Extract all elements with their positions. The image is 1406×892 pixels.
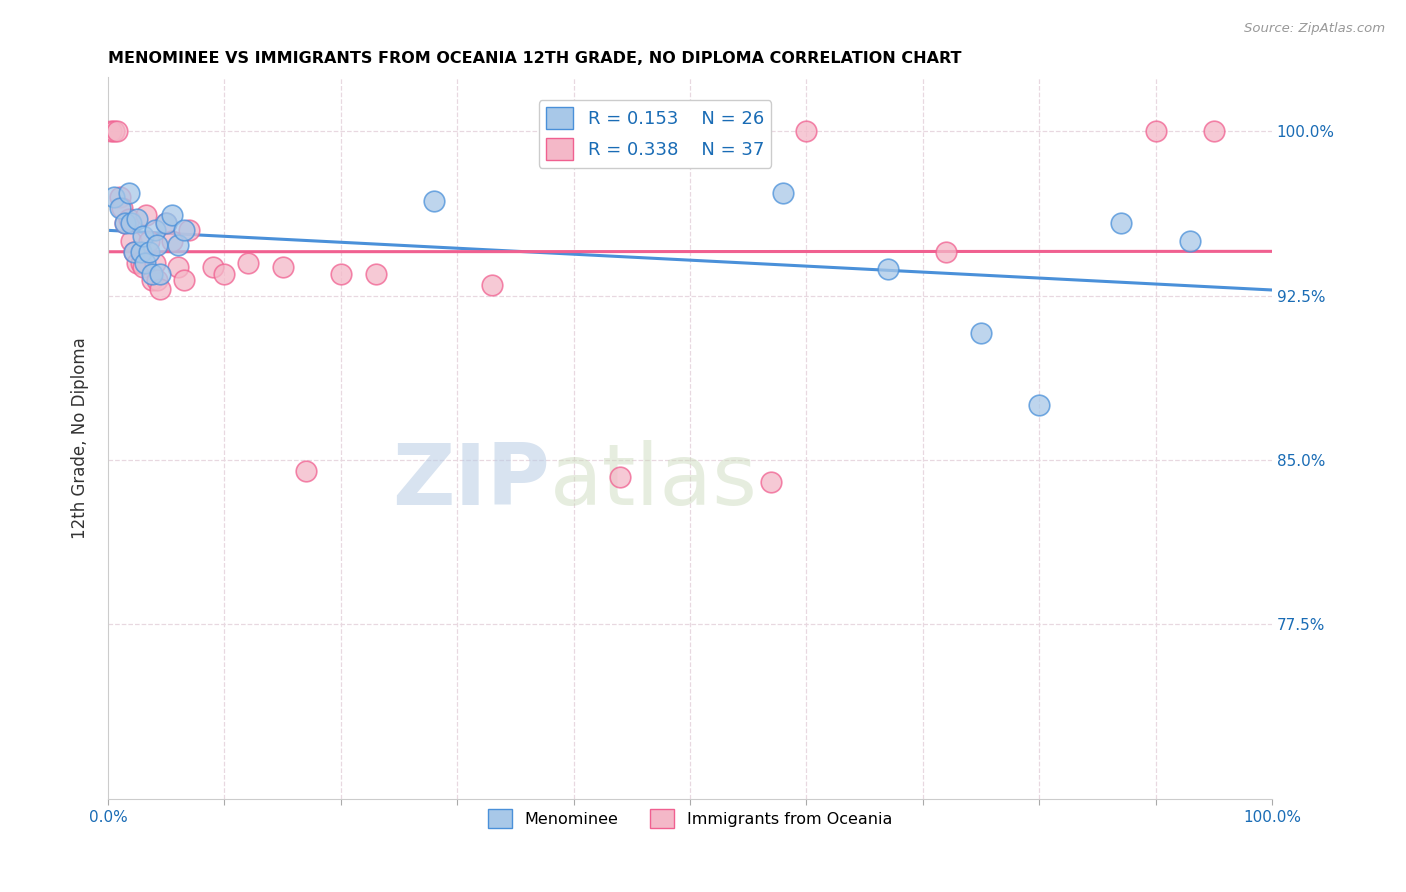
- Point: [364, 267, 387, 281]
- Point: [120, 216, 142, 230]
- Point: [141, 267, 163, 281]
- Point: [1028, 398, 1050, 412]
- Text: atlas: atlas: [550, 440, 758, 523]
- Point: [127, 211, 149, 226]
- Point: [155, 216, 177, 230]
- Point: [772, 186, 794, 200]
- Point: [295, 464, 318, 478]
- Point: [794, 124, 817, 138]
- Point: [155, 216, 177, 230]
- Point: [146, 238, 169, 252]
- Point: [118, 186, 141, 200]
- Point: [166, 260, 188, 274]
- Point: [329, 267, 352, 281]
- Point: [173, 273, 195, 287]
- Point: [146, 273, 169, 287]
- Point: [1180, 234, 1202, 248]
- Point: [1144, 124, 1167, 138]
- Text: ZIP: ZIP: [392, 440, 550, 523]
- Point: [111, 201, 134, 215]
- Point: [173, 223, 195, 237]
- Point: [132, 260, 155, 274]
- Point: [236, 256, 259, 270]
- Point: [1109, 216, 1132, 230]
- Text: MENOMINEE VS IMMIGRANTS FROM OCEANIA 12TH GRADE, NO DIPLOMA CORRELATION CHART: MENOMINEE VS IMMIGRANTS FROM OCEANIA 12T…: [108, 51, 962, 66]
- Point: [149, 282, 172, 296]
- Point: [132, 229, 155, 244]
- Point: [423, 194, 446, 209]
- Point: [114, 216, 136, 230]
- Point: [138, 244, 160, 259]
- Point: [103, 124, 125, 138]
- Point: [129, 244, 152, 259]
- Point: [935, 244, 957, 259]
- Y-axis label: 12th Grade, No Diploma: 12th Grade, No Diploma: [72, 337, 89, 539]
- Legend: Menominee, Immigrants from Oceania: Menominee, Immigrants from Oceania: [481, 802, 898, 835]
- Point: [1202, 124, 1225, 138]
- Point: [108, 190, 131, 204]
- Point: [143, 256, 166, 270]
- Point: [134, 256, 156, 270]
- Point: [114, 216, 136, 230]
- Text: Source: ZipAtlas.com: Source: ZipAtlas.com: [1244, 22, 1385, 36]
- Point: [120, 234, 142, 248]
- Point: [166, 238, 188, 252]
- Point: [481, 277, 503, 292]
- Point: [129, 256, 152, 270]
- Point: [970, 326, 993, 340]
- Point: [876, 262, 898, 277]
- Point: [149, 267, 172, 281]
- Point: [160, 234, 183, 248]
- Point: [108, 201, 131, 215]
- Point: [609, 470, 631, 484]
- Point: [122, 244, 145, 259]
- Point: [160, 207, 183, 221]
- Point: [143, 223, 166, 237]
- Point: [141, 273, 163, 287]
- Point: [127, 256, 149, 270]
- Point: [118, 211, 141, 226]
- Point: [761, 475, 783, 489]
- Point: [105, 124, 128, 138]
- Point: [201, 260, 224, 274]
- Point: [214, 267, 236, 281]
- Point: [122, 244, 145, 259]
- Point: [179, 223, 201, 237]
- Point: [138, 234, 160, 248]
- Point: [103, 190, 125, 204]
- Point: [271, 260, 294, 274]
- Point: [100, 124, 122, 138]
- Point: [135, 207, 157, 221]
